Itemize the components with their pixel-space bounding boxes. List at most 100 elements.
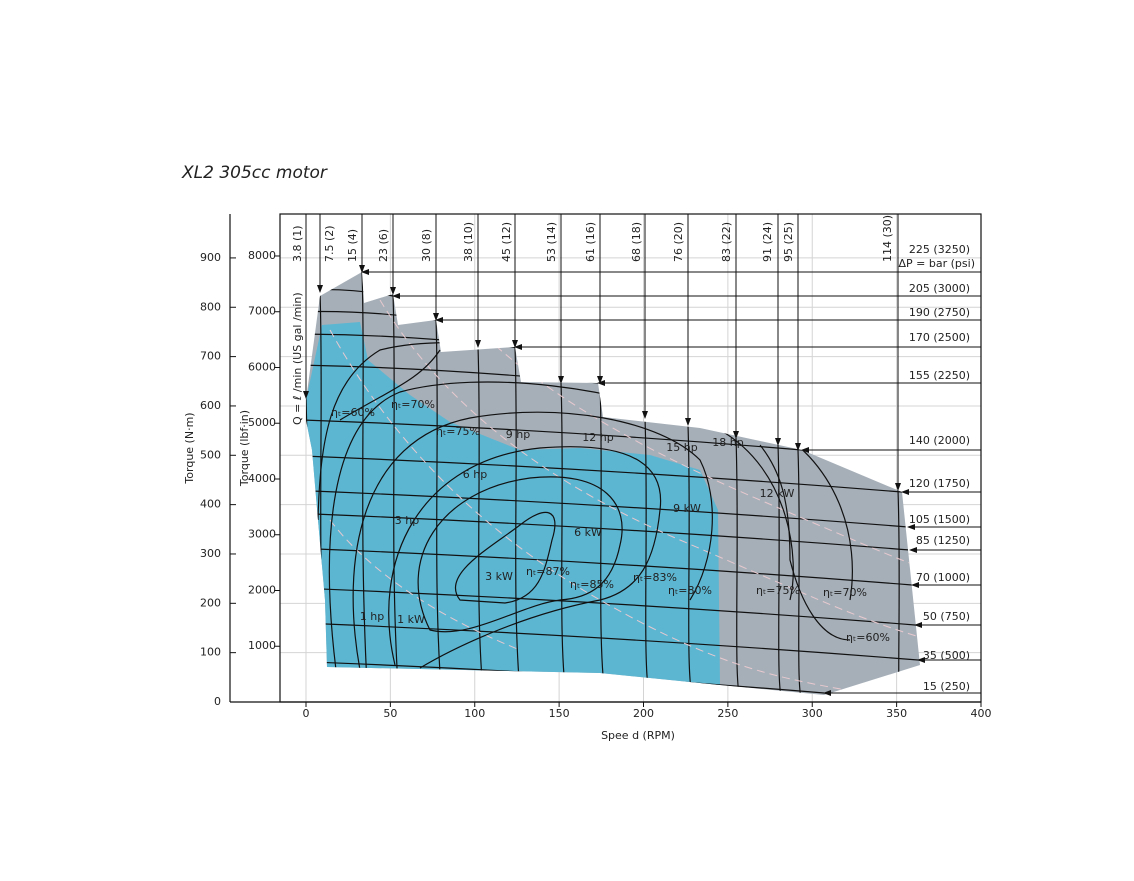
flow-label: 114 (30) [881, 215, 894, 262]
y2-tick-label: 6000 [248, 360, 276, 373]
x-tick-label: 150 [549, 707, 570, 720]
efficiency-contour [454, 511, 556, 604]
y-tick-label: 200 [200, 596, 221, 609]
x-tick-label: 200 [633, 707, 654, 720]
pressure-line [306, 419, 920, 462]
pressure-line [306, 622, 920, 665]
y2-axis-label: Torque (lbf·in) [238, 410, 251, 487]
annotation: ηₜ=75% [756, 584, 800, 597]
flow-label: 45 (12) [500, 222, 513, 262]
pressure-label: 15 (250) [923, 680, 970, 693]
pressure-line [306, 455, 920, 498]
annotation: ηₜ=80% [668, 584, 712, 597]
x-tick-label: 100 [464, 707, 485, 720]
power-line [329, 519, 521, 651]
annotation: 15 hp [666, 441, 697, 454]
pressure-label: 50 (750) [923, 610, 970, 623]
annotation: ηₜ=70% [391, 398, 435, 411]
annotation: ηₜ=75% [436, 425, 480, 438]
flow-label: 38 (10) [462, 222, 475, 262]
y2-tick-label: 2000 [248, 583, 276, 596]
y-tick-label: 800 [200, 300, 221, 313]
flow-line [392, 293, 400, 695]
flow-label: 83 (22) [720, 222, 733, 262]
flow-label: 61 (16) [584, 222, 597, 262]
pressure-label: 140 (2000) [909, 434, 970, 447]
annotation: 6 kW [574, 526, 602, 539]
efficiency-contour [352, 411, 713, 671]
y-tick-label: 700 [200, 350, 221, 363]
chart-title: XL2 305cc motor [181, 163, 328, 183]
flow-label: 23 (6) [377, 229, 390, 262]
pressure-label: 85 (1250) [916, 534, 970, 547]
y-tick-label: 300 [200, 547, 221, 560]
pressure-line [306, 489, 920, 532]
y-tick-label: 400 [200, 498, 221, 511]
annotation: 3 hp [395, 514, 419, 527]
flow-label: 3.8 (1) [291, 225, 304, 262]
x-tick-label: 350 [886, 707, 907, 720]
pressure-label: 70 (1000) [916, 571, 970, 584]
annotation: ηₜ=60% [331, 406, 375, 419]
power-line [379, 299, 920, 641]
y2-tick-label: 3000 [248, 528, 276, 541]
x-tick-label: 50 [383, 707, 397, 720]
y-tick-label: 900 [200, 251, 221, 264]
efficiency-contour [328, 381, 794, 671]
annotation: 9 hp [506, 428, 530, 441]
annotation: ηₜ=83% [633, 571, 677, 584]
flow-label: 91 (24) [761, 222, 774, 262]
efficiency-contour [339, 349, 441, 421]
pressure-label: 225 (3250) [909, 243, 970, 256]
y-tick-label: 0 [214, 695, 221, 708]
flow-line [477, 346, 485, 695]
pressure-label: 120 (1750) [909, 477, 970, 490]
annotation: 12 hp [582, 431, 613, 444]
pressure-axis-label: ΔP = bar (psi) [899, 257, 975, 270]
power-line [449, 299, 920, 571]
flow-label: 15 (4) [346, 229, 359, 262]
x-tick-label: 400 [971, 707, 992, 720]
flow-label: 76 (20) [672, 222, 685, 262]
flow-line [435, 319, 443, 695]
flow-label: 68 (18) [630, 222, 643, 262]
flow-line [514, 346, 522, 695]
pressure-line [306, 512, 920, 555]
flow-line [361, 272, 369, 695]
flow-label: 53 (14) [545, 222, 558, 262]
annotation: 9 kW [673, 502, 701, 515]
y-tick-label: 600 [200, 399, 221, 412]
x-tick-label: 0 [302, 707, 309, 720]
x-tick-label: 300 [802, 707, 823, 720]
flow-line [797, 449, 805, 695]
y2-tick-label: 7000 [248, 305, 276, 318]
annotation: 18 hp [712, 436, 743, 449]
annotation: 1 hp [360, 610, 384, 623]
efficiency-contour [388, 446, 662, 669]
x-tick-label: 250 [717, 707, 738, 720]
annotation: 12 kW [760, 487, 795, 500]
annotation: ηₜ=70% [823, 586, 867, 599]
y2-tick-label: 4000 [248, 472, 276, 485]
flow-label: 7.5 (2) [323, 225, 336, 262]
annotation: 3 kW [485, 570, 513, 583]
y2-tick-label: 8000 [248, 249, 276, 262]
flow-line [777, 444, 785, 695]
flow-label: 30 (8) [420, 229, 433, 262]
pressure-label: 155 (2250) [909, 369, 970, 382]
y2-tick-label: 5000 [248, 416, 276, 429]
x-axis-label: Spee d (RPM) [601, 729, 675, 742]
pressure-line [306, 272, 920, 310]
pressure-label: 105 (1500) [909, 513, 970, 526]
y-tick-label: 100 [200, 646, 221, 659]
annotation: 6 hp [463, 468, 487, 481]
flow-label: 95 (25) [782, 222, 795, 262]
pressure-label: 170 (2500) [909, 331, 970, 344]
annotation: 1 kW [397, 613, 425, 626]
y-tick-label: 500 [200, 448, 221, 461]
flow-axis-label: Q = ℓ /min (US gal /min) [291, 292, 304, 425]
efficiency-contour [417, 476, 623, 633]
efficiency-contour [759, 444, 851, 641]
power-line [329, 329, 901, 695]
